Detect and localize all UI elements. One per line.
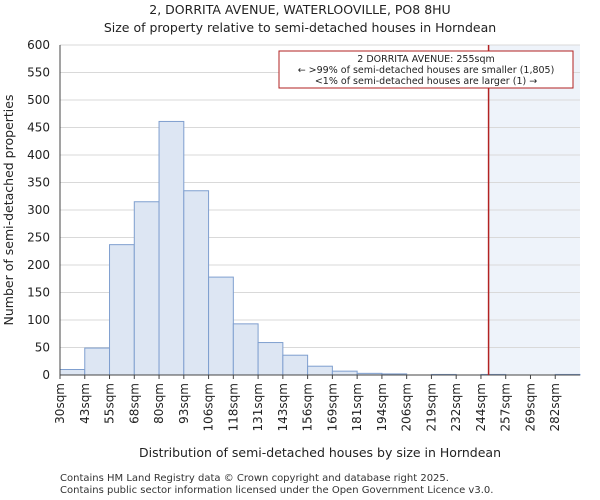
x-tick-label: 219sqm xyxy=(424,383,438,431)
x-tick-label: 282sqm xyxy=(548,383,562,431)
x-axis-label: Distribution of semi-detached houses by … xyxy=(139,445,501,460)
bar-131sqm xyxy=(257,342,284,376)
y-tick-label: 600 xyxy=(27,38,50,52)
bar-68sqm xyxy=(133,201,160,376)
bar-80sqm xyxy=(158,120,185,376)
x-tick-label: 181sqm xyxy=(350,383,364,431)
x-tick-label: 206sqm xyxy=(400,383,414,431)
x-tick-label: 55sqm xyxy=(103,383,117,424)
x-tick-label: 257sqm xyxy=(499,383,513,431)
bar-93sqm xyxy=(183,190,210,376)
y-tick-label: 0 xyxy=(42,368,50,382)
chart-title: 2, DORRITA AVENUE, WATERLOOVILLE, PO8 8H… xyxy=(149,2,451,17)
x-tick-label: 68sqm xyxy=(127,383,141,424)
x-tick-label: 143sqm xyxy=(276,383,290,431)
y-tick-label: 450 xyxy=(27,121,50,135)
x-tick-label: 30sqm xyxy=(53,383,67,424)
bar-143sqm xyxy=(282,354,309,376)
bar-55sqm xyxy=(109,244,135,376)
y-tick-label: 250 xyxy=(27,231,50,245)
bar-156sqm xyxy=(307,365,333,376)
bar-43sqm xyxy=(84,347,111,376)
y-tick-label: 100 xyxy=(27,313,50,327)
y-tick-label: 550 xyxy=(27,66,50,80)
chart-subtitle: Size of property relative to semi-detach… xyxy=(103,20,497,35)
footer-line-2: Contains public sector information licen… xyxy=(60,485,494,496)
x-tick-label: 93sqm xyxy=(177,383,191,424)
bar-106sqm xyxy=(208,276,234,376)
y-tick-label: 200 xyxy=(27,258,50,272)
x-tick-label: 131sqm xyxy=(251,383,265,431)
x-tick-label: 232sqm xyxy=(449,383,463,431)
annotation-box xyxy=(278,50,574,89)
x-tick-label: 118sqm xyxy=(226,383,240,431)
footer-line-1: Contains HM Land Registry data © Crown c… xyxy=(60,473,449,484)
y-tick-label: 150 xyxy=(27,286,50,300)
x-tick-label: 169sqm xyxy=(325,383,339,431)
x-tick-label: 43sqm xyxy=(78,383,92,424)
y-tick-label: 300 xyxy=(27,203,50,217)
y-tick-label: 50 xyxy=(35,341,50,355)
x-tick-label: 106sqm xyxy=(202,383,216,431)
x-tick-label: 80sqm xyxy=(152,383,166,424)
y-tick-label: 350 xyxy=(27,176,50,190)
y-tick-label: 500 xyxy=(27,93,50,107)
bar-118sqm xyxy=(232,323,259,376)
y-tick-label: 400 xyxy=(27,148,50,162)
x-tick-label: 269sqm xyxy=(523,383,537,431)
annotation-line: ← >99% of semi-detached houses are small… xyxy=(298,65,555,76)
annotation-line: 2 DORRITA AVENUE: 255sqm xyxy=(357,54,495,65)
y-axis-label: Number of semi-detached properties xyxy=(1,95,16,326)
bar-169sqm xyxy=(331,370,358,376)
x-tick-label: 194sqm xyxy=(375,383,389,431)
annotation-line: <1% of semi-detached houses are larger (… xyxy=(315,76,537,87)
x-tick-label: 244sqm xyxy=(474,383,488,431)
x-tick-label: 156sqm xyxy=(301,383,315,431)
bar-30sqm xyxy=(59,369,86,376)
